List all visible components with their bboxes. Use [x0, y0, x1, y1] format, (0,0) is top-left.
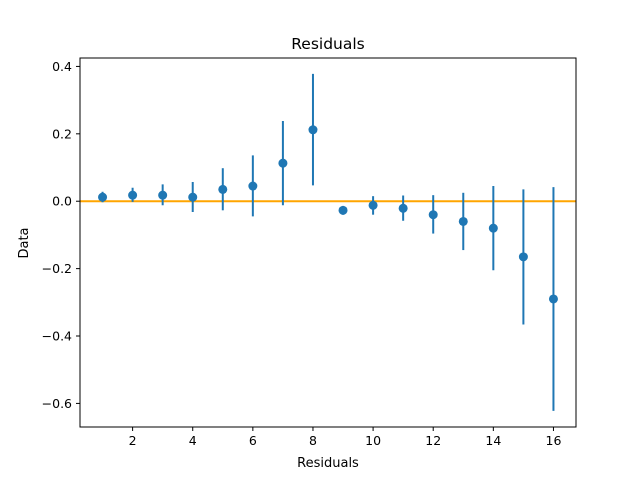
axes-frame — [79, 57, 577, 428]
chart-title: Residuals — [291, 35, 365, 53]
x-tick-label: 8 — [309, 433, 317, 448]
y-tick-label: −0.2 — [42, 261, 72, 276]
y-axis-label: Data — [17, 227, 32, 258]
x-tick-label: 2 — [129, 433, 137, 448]
y-tick-label: −0.6 — [42, 396, 72, 411]
x-tick-label: 4 — [189, 433, 197, 448]
y-tick-label: 0.2 — [52, 126, 72, 141]
data-point — [518, 252, 528, 262]
data-point — [398, 203, 408, 213]
x-tick-label: 16 — [546, 433, 562, 448]
x-tick-label: 10 — [365, 433, 381, 448]
data-point — [128, 190, 138, 200]
x-tick-label: 12 — [425, 433, 441, 448]
data-point — [428, 210, 438, 220]
data-point — [368, 200, 378, 210]
data-point — [248, 181, 258, 191]
data-point — [548, 294, 558, 304]
data-point — [278, 158, 288, 168]
data-point — [338, 205, 348, 215]
data-point — [488, 223, 498, 233]
data-point — [98, 192, 108, 202]
x-tick-label: 14 — [485, 433, 501, 448]
y-tick-label: 0.0 — [52, 194, 72, 209]
data-point — [218, 184, 228, 194]
x-axis-label: Residuals — [297, 456, 359, 471]
y-tick-label: 0.4 — [52, 59, 72, 74]
data-point — [188, 192, 198, 202]
data-point — [308, 125, 318, 135]
plot-area: 2 4 6 8 10 12 14 16 −0.6 −0.4 −0.2 0.0 0.2 0.4 — [42, 57, 577, 448]
x-tick-label: 6 — [249, 433, 257, 448]
data-point — [158, 190, 168, 200]
data-point — [458, 216, 468, 226]
y-tick-label: −0.4 — [42, 329, 72, 344]
